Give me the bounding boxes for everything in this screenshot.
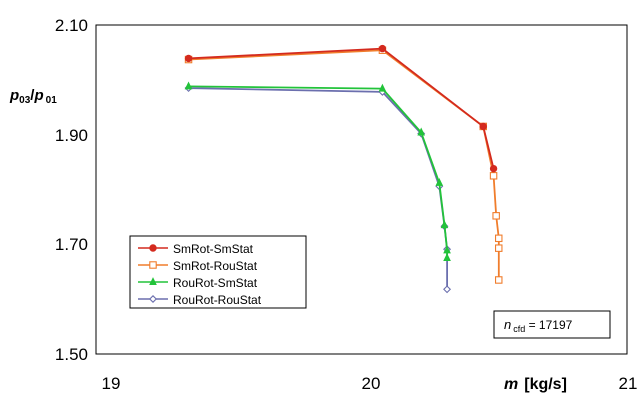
x-tick-label: 19 <box>102 374 121 393</box>
data-point-square <box>149 261 157 269</box>
y-tick-label: 1.50 <box>55 345 88 364</box>
legend-label: SmRot-RouStat <box>173 259 258 273</box>
annotation-text: n cfd = 17197 <box>504 317 573 334</box>
ncfd-annotation: n cfd = 17197 <box>493 310 611 339</box>
legend-label: RouRot-RouStat <box>173 293 262 307</box>
data-point-square <box>494 234 503 243</box>
annotation-var: n <box>504 317 511 332</box>
series-layer <box>184 44 503 294</box>
data-point-triangle <box>443 253 451 262</box>
data-point-square <box>494 244 503 252</box>
data-point-square <box>489 172 498 180</box>
y-label-slash: / <box>30 87 35 104</box>
series-group <box>184 81 451 262</box>
legend-label: RouRot-SmStat <box>173 276 258 290</box>
x-tick-label: 20 <box>362 374 381 393</box>
x-label-unit: [kg/s] <box>524 376 567 393</box>
y-tick-label: 1.70 <box>55 235 88 254</box>
legend-sample <box>138 244 168 252</box>
data-point-circle <box>184 54 193 63</box>
x-axis-label: m [kg/s] <box>504 376 567 393</box>
y-axis-label: p03/p 01 <box>9 87 57 106</box>
series-group <box>184 44 498 173</box>
x-label-var: m <box>504 376 518 393</box>
annotation-rest: = 17197 <box>525 318 572 332</box>
series-line <box>188 47 495 169</box>
data-point-square <box>492 212 500 220</box>
data-point-circle <box>149 244 157 252</box>
y-tick-label: 1.90 <box>55 126 88 145</box>
legend-label: SmRot-SmStat <box>173 242 254 256</box>
legend-markers <box>138 244 168 303</box>
data-point-triangle <box>417 127 426 136</box>
data-point-diamond <box>443 285 452 294</box>
y-label-num-sub: 03 <box>19 95 31 106</box>
y-label-num: p <box>9 87 19 104</box>
y-tick-label: 2.10 <box>55 16 88 35</box>
data-point-circle <box>489 164 498 173</box>
legend: SmRot-SmStat SmRot-RouStat RouRot-SmStat… <box>129 235 307 309</box>
legend-sample <box>138 277 168 286</box>
data-point-triangle <box>435 178 444 186</box>
data-point-triangle <box>378 83 387 92</box>
legend-sample <box>138 261 168 269</box>
data-point-circle <box>378 44 387 53</box>
data-point-triangle <box>443 245 451 254</box>
data-point-diamond <box>149 295 157 303</box>
y-label-den: p <box>33 87 43 104</box>
data-point-triangle <box>149 277 157 286</box>
x-tick-label: 21 <box>619 374 638 393</box>
data-point-triangle <box>184 81 193 90</box>
annotation-sub: cfd <box>513 324 525 334</box>
data-point-triangle <box>440 220 449 229</box>
annotation-box <box>493 310 611 339</box>
y-label-den-sub: 01 <box>46 95 58 106</box>
data-point-square <box>494 276 503 284</box>
legend-sample <box>138 295 168 303</box>
data-point-circle <box>479 122 487 131</box>
